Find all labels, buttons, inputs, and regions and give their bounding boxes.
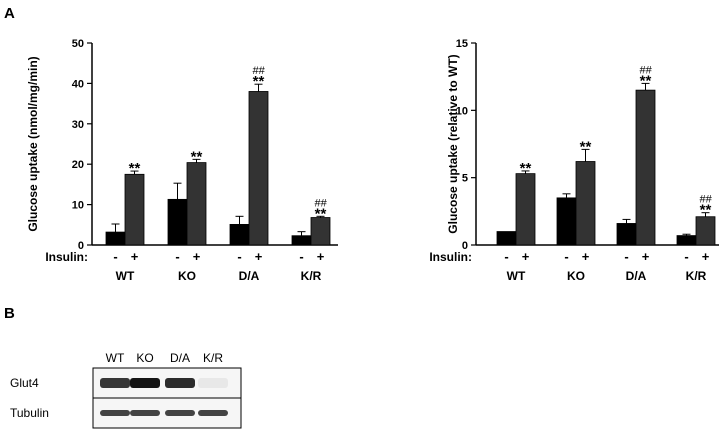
significance-stars: **: [520, 160, 532, 177]
y-tick-label: 0: [462, 240, 468, 252]
y-tick-label: 10: [456, 105, 468, 117]
panel-label-a: A: [4, 5, 15, 22]
blot-lane-label: KO: [136, 351, 153, 365]
insulin-condition-label: +: [131, 249, 139, 264]
insulin-condition-label: +: [255, 249, 263, 264]
blot-band: [165, 410, 195, 416]
category-label: K/R: [301, 269, 322, 283]
category-label: WT: [116, 269, 135, 283]
blot-band: [100, 378, 130, 388]
blot-band: [198, 378, 228, 388]
significance-stars: **: [700, 202, 712, 219]
bar-da-minus: [616, 223, 637, 246]
category-label: KO: [567, 269, 585, 283]
significance-hash: ##: [252, 65, 265, 77]
y-tick-label: 0: [78, 240, 84, 252]
panel-label-b: B: [4, 305, 15, 322]
insulin-condition-label: +: [317, 249, 325, 264]
significance-stars: **: [640, 72, 652, 89]
y-tick-label: 50: [72, 38, 84, 50]
significance-hash: ##: [639, 64, 652, 76]
bar-da-minus: [229, 223, 250, 246]
insulin-condition-label: -: [175, 249, 179, 264]
y-tick-label: 40: [72, 78, 84, 90]
significance-hash: ##: [314, 197, 327, 209]
category-label: K/R: [686, 269, 707, 283]
y-tick-label: 15: [456, 38, 468, 50]
blot-lane-label: K/R: [203, 351, 223, 365]
y-tick-label: 30: [72, 119, 84, 131]
y-axis-label: Glucose uptake (relative to WT): [446, 54, 460, 233]
blot-lane-label: D/A: [170, 351, 190, 365]
insulin-condition-label: -: [299, 249, 303, 264]
bar-kr-minus: [676, 235, 697, 246]
category-label: KO: [178, 269, 196, 283]
y-axis-label: Glucose uptake (nmol/mg/min): [26, 56, 40, 231]
significance-stars: **: [129, 160, 141, 177]
bar-kr-plus: [695, 216, 716, 246]
significance-stars: **: [315, 205, 327, 222]
insulin-condition-label: +: [522, 249, 530, 264]
insulin-condition-label: +: [702, 249, 710, 264]
blot-band: [165, 378, 195, 388]
significance-stars: **: [191, 148, 203, 165]
bar-kr-minus: [291, 235, 312, 246]
bar-ko-minus: [556, 197, 577, 246]
insulin-condition-label: -: [237, 249, 241, 264]
insulin-condition-label: -: [504, 249, 508, 264]
bar-wt-minus: [496, 231, 517, 246]
bar-ko-plus: [575, 161, 596, 246]
blot-lane-label: WT: [106, 351, 125, 365]
insulin-condition-label: -: [624, 249, 628, 264]
y-tick-label: 5: [462, 173, 468, 185]
blot-band: [130, 378, 160, 388]
bar-da-plus: [248, 91, 269, 246]
bar-wt-plus: [124, 173, 145, 246]
bar-wt-plus: [515, 173, 536, 246]
bar-ko-plus: [186, 162, 207, 246]
blot-band: [100, 410, 130, 416]
blot-row-label: Tubulin: [10, 406, 49, 420]
significance-stars: **: [580, 138, 592, 155]
bar-ko-minus: [167, 198, 188, 246]
insulin-row-label: Insulin:: [45, 250, 88, 264]
blot-row-label: Glut4: [10, 376, 39, 390]
western-blot: WT KO D/A K/R Glut4 Tubulin: [10, 351, 242, 429]
insulin-condition-label: -: [113, 249, 117, 264]
category-label: D/A: [239, 269, 260, 283]
insulin-condition-label: +: [642, 249, 650, 264]
blot-band: [198, 410, 228, 416]
significance-stars: **: [253, 73, 265, 90]
category-label: D/A: [626, 269, 647, 283]
insulin-condition-label: +: [582, 249, 590, 264]
insulin-condition-label: -: [564, 249, 568, 264]
insulin-condition-label: +: [193, 249, 201, 264]
insulin-condition-label: -: [684, 249, 688, 264]
category-label: WT: [507, 269, 526, 283]
significance-hash: ##: [699, 194, 712, 206]
blot-band: [130, 410, 160, 416]
y-tick-label: 20: [72, 159, 84, 171]
bar-da-plus: [635, 89, 656, 246]
bar-wt-minus: [105, 231, 126, 246]
y-tick-label: 10: [72, 200, 84, 212]
glucose-uptake-absolute-chart: 0 10 20 30 40 50 Glucose uptake (nmol/mg/min) -…: [26, 38, 338, 283]
insulin-row-label: Insulin:: [429, 250, 472, 264]
